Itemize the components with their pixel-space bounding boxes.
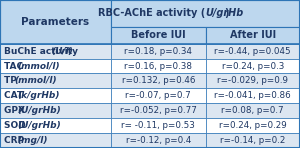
Text: U/grHb: U/grHb xyxy=(206,8,244,18)
Text: (U/grHb): (U/grHb) xyxy=(17,106,61,115)
Text: CAT: CAT xyxy=(4,91,27,100)
Text: r=0.24, p=0.3: r=0.24, p=0.3 xyxy=(222,62,284,70)
Text: r=-0.029, p=0.9: r=-0.029, p=0.9 xyxy=(217,76,288,85)
Text: (U/l): (U/l) xyxy=(52,47,74,56)
Text: CRP: CRP xyxy=(4,136,28,145)
Text: BuChE activity: BuChE activity xyxy=(4,47,82,56)
Text: (U/grHb): (U/grHb) xyxy=(17,121,61,130)
Text: r=0.16, p=0.38: r=0.16, p=0.38 xyxy=(124,62,192,70)
FancyBboxPatch shape xyxy=(206,59,300,73)
Text: r=-0.07, p=0.7: r=-0.07, p=0.7 xyxy=(125,91,191,100)
Text: (mmol/l): (mmol/l) xyxy=(17,62,60,70)
Text: r=-0.14, p=0.2: r=-0.14, p=0.2 xyxy=(220,136,285,145)
Text: (k/grHb): (k/grHb) xyxy=(17,91,60,100)
FancyBboxPatch shape xyxy=(111,103,206,118)
Text: (mmol/l): (mmol/l) xyxy=(14,76,57,85)
FancyBboxPatch shape xyxy=(206,88,300,103)
Text: TP: TP xyxy=(4,76,20,85)
Text: r=0.132, p=0.46: r=0.132, p=0.46 xyxy=(122,76,195,85)
FancyBboxPatch shape xyxy=(111,88,206,103)
FancyBboxPatch shape xyxy=(206,73,300,88)
FancyBboxPatch shape xyxy=(0,0,111,44)
FancyBboxPatch shape xyxy=(206,118,300,133)
Text: r=-0.052, p=0.77: r=-0.052, p=0.77 xyxy=(120,106,197,115)
Text: RBC-AChE activity (: RBC-AChE activity ( xyxy=(98,8,206,18)
FancyBboxPatch shape xyxy=(0,59,111,73)
Text: Parameters: Parameters xyxy=(21,17,90,27)
FancyBboxPatch shape xyxy=(111,133,206,148)
FancyBboxPatch shape xyxy=(0,88,111,103)
Text: After IUI: After IUI xyxy=(230,30,276,40)
Text: ): ) xyxy=(224,8,229,18)
FancyBboxPatch shape xyxy=(111,118,206,133)
Text: SOD: SOD xyxy=(4,121,29,130)
FancyBboxPatch shape xyxy=(206,27,300,44)
FancyBboxPatch shape xyxy=(0,118,111,133)
FancyBboxPatch shape xyxy=(206,133,300,148)
FancyBboxPatch shape xyxy=(0,133,111,148)
Text: r=-0.44, p=0.045: r=-0.44, p=0.045 xyxy=(214,47,291,56)
Text: TAC: TAC xyxy=(4,62,27,70)
FancyBboxPatch shape xyxy=(0,73,111,88)
Text: r=0.18, p=0.34: r=0.18, p=0.34 xyxy=(124,47,192,56)
Text: r=-0.12, p=0.4: r=-0.12, p=0.4 xyxy=(126,136,191,145)
FancyBboxPatch shape xyxy=(111,0,300,27)
FancyBboxPatch shape xyxy=(111,27,206,44)
Text: r=-0.041, p=0.86: r=-0.041, p=0.86 xyxy=(214,91,291,100)
FancyBboxPatch shape xyxy=(206,103,300,118)
Text: Before IUI: Before IUI xyxy=(131,30,186,40)
FancyBboxPatch shape xyxy=(111,59,206,73)
Text: (mg/l): (mg/l) xyxy=(17,136,48,145)
FancyBboxPatch shape xyxy=(206,44,300,59)
FancyBboxPatch shape xyxy=(0,103,111,118)
Text: r= -0.11, p=0.53: r= -0.11, p=0.53 xyxy=(121,121,195,130)
Text: r=0.24, p=0.29: r=0.24, p=0.29 xyxy=(219,121,286,130)
FancyBboxPatch shape xyxy=(0,44,111,59)
Text: GPX: GPX xyxy=(4,106,28,115)
Text: r=0.08, p=0.7: r=0.08, p=0.7 xyxy=(221,106,284,115)
FancyBboxPatch shape xyxy=(111,44,206,59)
FancyBboxPatch shape xyxy=(111,73,206,88)
